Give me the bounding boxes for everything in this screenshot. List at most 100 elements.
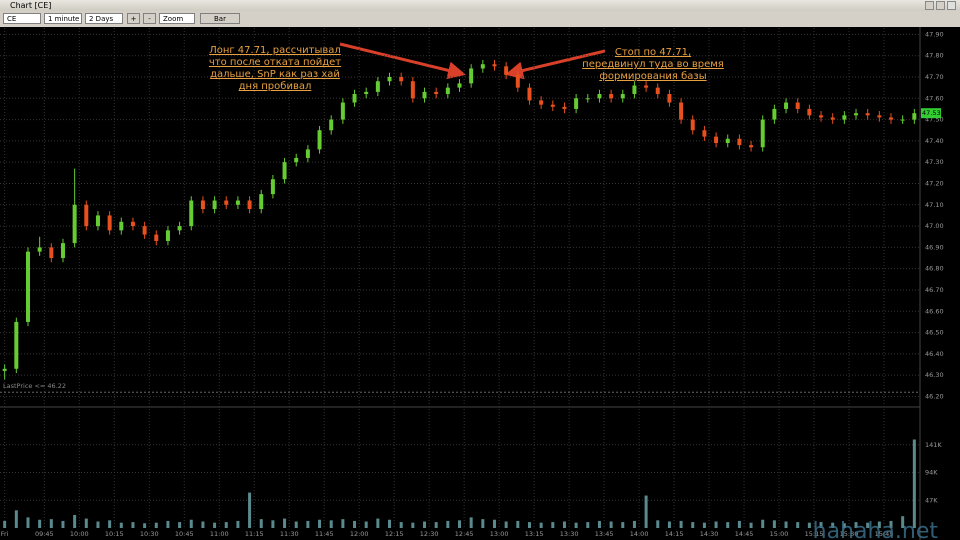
candle-body: [760, 119, 765, 148]
toolbar: CE 1 minute 2 Days + - Zoom Bar: [0, 11, 960, 27]
symbol-select[interactable]: CE: [3, 13, 41, 24]
volume-bar: [434, 522, 438, 528]
annotation: дня пробивал: [239, 81, 312, 92]
x-tick-label: 11:15: [245, 530, 264, 538]
candle-body: [130, 221, 135, 227]
minimize[interactable]: [925, 1, 934, 10]
volume-bar: [96, 521, 100, 528]
interval-select[interactable]: 1 minute: [44, 13, 82, 24]
candle-body: [504, 66, 509, 75]
candle-body: [830, 117, 835, 120]
maximize[interactable]: [936, 1, 945, 10]
volume-bar: [271, 520, 275, 528]
candle-body: [620, 94, 625, 99]
last-price-box: [921, 108, 941, 119]
y-tick-label: 46.60: [925, 307, 944, 315]
range-select[interactable]: 2 Days: [85, 13, 123, 24]
candle-body: [445, 87, 450, 95]
x-tick-label: 11:30: [280, 530, 299, 538]
y-tick-label: 47.00: [925, 222, 944, 230]
candle-body: [527, 87, 532, 101]
volume-bar: [73, 515, 77, 528]
volume-bar: [399, 522, 403, 528]
volume-bar: [49, 519, 53, 528]
x-tick-label: 14:00: [630, 530, 649, 538]
candle-body: [270, 179, 275, 195]
x-tick-label: 10:30: [140, 530, 159, 538]
y-tick-label: 94K: [925, 469, 938, 477]
volume-bar: [667, 521, 671, 528]
reference-label: LastPrice <= 46.22: [3, 382, 66, 390]
x-tick-label: 13:30: [560, 530, 579, 538]
y-tick-label: 47.80: [925, 52, 944, 60]
candle-body: [107, 215, 112, 231]
annotation: что после отката пойдет: [209, 57, 341, 68]
volume-bar: [842, 523, 846, 528]
annotation: Стоп по 47.71,: [615, 47, 691, 58]
x-tick-label: 15:30: [840, 530, 859, 538]
candle-body: [247, 200, 252, 210]
volume-bar: [14, 510, 18, 528]
volume-bar: [831, 522, 835, 528]
candle-body: [854, 113, 859, 116]
volume-bar: [574, 522, 578, 528]
volume-bar: [481, 519, 485, 528]
candle-body: [667, 94, 672, 103]
volume-bar: [761, 519, 765, 528]
candle-body: [340, 102, 345, 120]
candle-body: [165, 230, 170, 241]
volume-bar: [632, 520, 636, 528]
candle-body: [865, 113, 870, 116]
candle-body: [819, 115, 824, 118]
annotation: Лонг 47.71, рассчитывал: [209, 45, 341, 56]
volume-bar: [178, 522, 182, 528]
candle-body: [690, 119, 695, 131]
zoom-out[interactable]: -: [143, 13, 156, 24]
zoom-in[interactable]: +: [127, 13, 140, 24]
candle-body: [737, 138, 742, 146]
chart: 46.20 46.30 46.40 46.50 46.60 46.70 46.80 46.90…: [0, 27, 944, 540]
x-tick-label: 11:00: [210, 530, 229, 538]
y-tick-label: 46.90: [925, 243, 944, 251]
close[interactable]: [947, 1, 956, 10]
volume-bar: [469, 517, 473, 528]
candle-body: [84, 204, 89, 227]
volume-bar: [504, 521, 508, 528]
annotation: передвинул туда во время: [582, 59, 724, 70]
volume-bar: [551, 522, 555, 528]
candle-body: [795, 102, 800, 109]
volume-bar: [854, 522, 858, 528]
candle-body: [725, 138, 730, 144]
candle-body: [562, 106, 567, 109]
style-button[interactable]: Bar: [200, 13, 240, 24]
arrow: [339, 42, 466, 80]
candle-body: [375, 81, 380, 92]
candle-body: [515, 74, 520, 88]
x-tick-label: 11:45: [315, 530, 334, 538]
candle-body: [609, 94, 614, 99]
candle-body: [364, 91, 369, 95]
y-tick-label: 47.20: [925, 179, 944, 187]
x-tick-label: 15:00: [770, 530, 789, 538]
volume-bar: [714, 521, 718, 528]
volume-bar: [912, 439, 916, 528]
volume-bar: [784, 521, 788, 528]
volume-bar: [411, 522, 415, 528]
candle-body: [457, 83, 462, 88]
zoom-select[interactable]: Zoom: [159, 13, 195, 24]
candle-body: [655, 87, 660, 95]
volume-bar: [516, 520, 520, 528]
volume-bar: [143, 523, 147, 528]
candle-body: [912, 113, 917, 120]
volume-bar: [877, 521, 881, 528]
volume-bar: [306, 520, 310, 528]
candle-body: [60, 243, 65, 259]
candle-body: [574, 98, 579, 109]
volume-bar: [807, 522, 811, 528]
volume-bar: [341, 519, 345, 528]
volume-bar: [562, 521, 566, 528]
candle-body: [282, 162, 287, 180]
candle-body: [702, 130, 707, 137]
candle-body: [14, 321, 19, 369]
volume-bar: [819, 522, 823, 528]
